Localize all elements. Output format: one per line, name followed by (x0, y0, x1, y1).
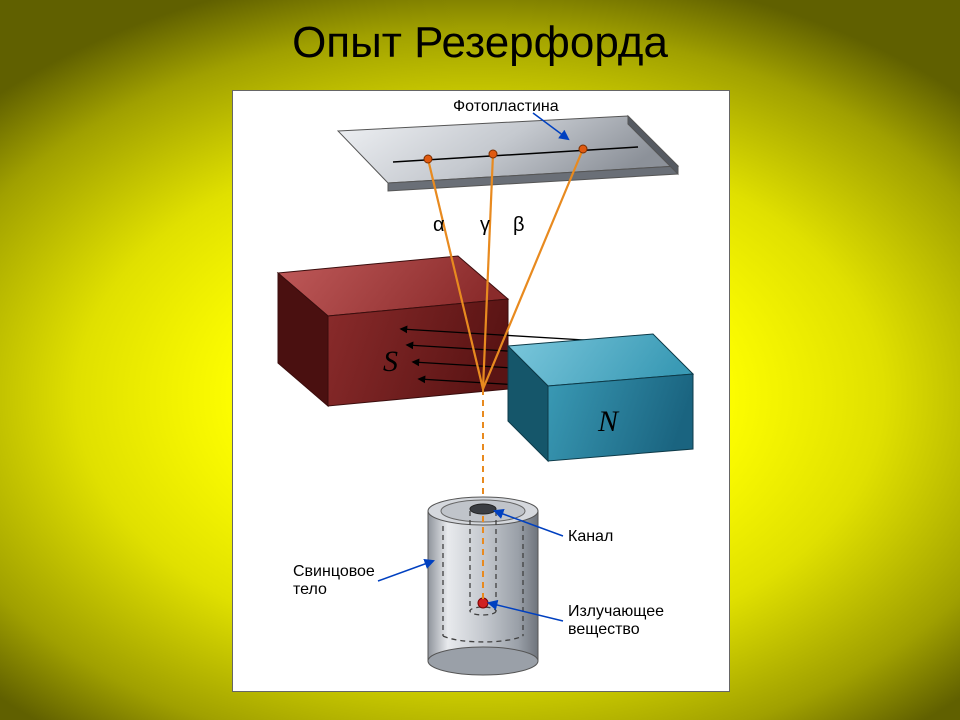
emitter-dot (478, 598, 488, 608)
diagram-svg: Фотопластина S α γ β (233, 91, 729, 691)
gamma-label: γ (480, 214, 490, 236)
alpha-dot (424, 155, 432, 163)
emitter-label: Излучающеевещество (568, 603, 664, 638)
photoplate-label: Фотопластина (453, 98, 559, 115)
magnet-n-label: N (597, 405, 620, 438)
beta-label: β (513, 214, 525, 236)
diagram-panel: Фотопластина S α γ β (232, 90, 730, 692)
magnet-s: S (278, 256, 508, 406)
magnet-s-label: S (383, 345, 398, 378)
beta-dot (579, 145, 587, 153)
alpha-label: α (433, 214, 445, 236)
magnet-n: N (508, 334, 693, 461)
lead-cylinder (428, 497, 538, 675)
channel-label: Канал (568, 528, 613, 545)
page-title: Опыт Резерфорда (0, 0, 960, 68)
gamma-dot (489, 150, 497, 158)
photoplate (338, 116, 678, 191)
lead-body-label: Свинцовоетело (293, 563, 375, 598)
lead-body-arrow (378, 561, 433, 581)
